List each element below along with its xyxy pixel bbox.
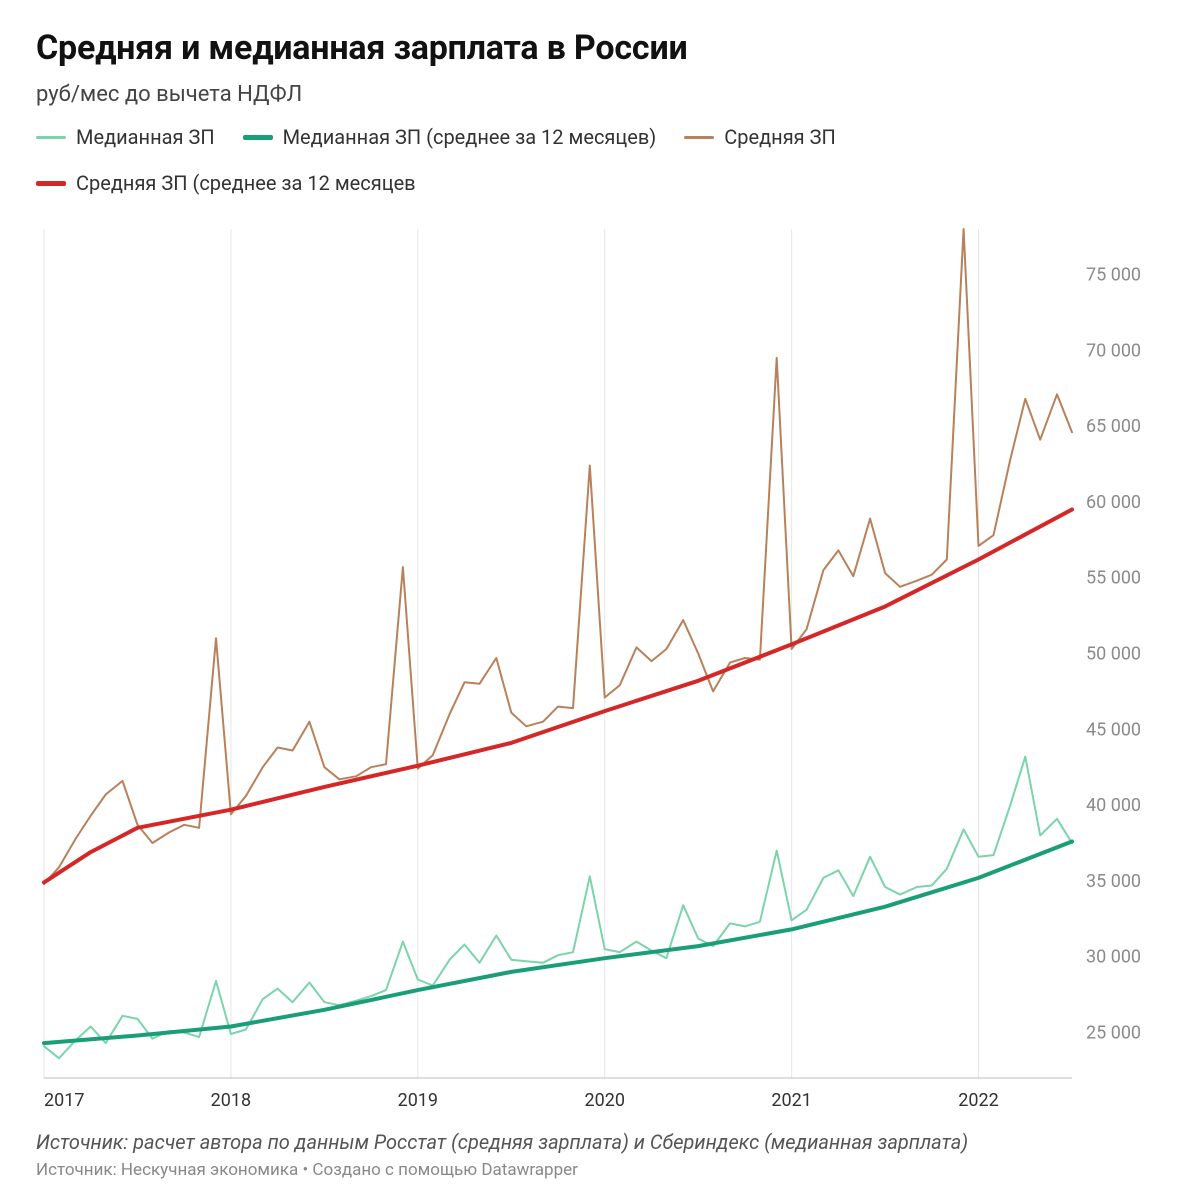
series-median bbox=[44, 757, 1072, 1059]
svg-text:2022: 2022 bbox=[958, 1090, 998, 1111]
series-mean bbox=[44, 229, 1072, 884]
series-mean_ma bbox=[44, 510, 1072, 883]
legend-label: Медианная ЗП (среднее за 12 месяцев) bbox=[283, 125, 657, 149]
legend-item-median-ma: Медианная ЗП (среднее за 12 месяцев) bbox=[243, 125, 657, 149]
svg-text:45 000: 45 000 bbox=[1086, 719, 1141, 740]
source-note: Источник: расчет автора по данным Росста… bbox=[36, 1130, 1164, 1154]
chart-subtitle: руб/мес до вычета НДФЛ bbox=[36, 82, 1164, 107]
legend-item-mean-ma: Средняя ЗП (среднее за 12 месяцев bbox=[36, 171, 416, 195]
svg-text:2017: 2017 bbox=[44, 1090, 84, 1111]
chart-title: Средняя и медианная зарплата в России bbox=[36, 28, 1164, 68]
line-chart-svg: 25 000 30 000 35 000 40 000 45 000 50 000 55 0… bbox=[36, 223, 1164, 1118]
legend-label: Средняя ЗП bbox=[724, 125, 836, 149]
svg-text:40 000: 40 000 bbox=[1086, 795, 1141, 816]
legend-label: Средняя ЗП (среднее за 12 месяцев bbox=[76, 171, 416, 195]
series-median_ma bbox=[44, 842, 1072, 1044]
legend-item-mean: Средняя ЗП bbox=[684, 125, 836, 149]
legend-swatch bbox=[36, 136, 66, 139]
svg-text:2019: 2019 bbox=[398, 1090, 438, 1111]
legend-swatch bbox=[36, 181, 66, 186]
svg-text:65 000: 65 000 bbox=[1086, 416, 1141, 437]
svg-text:55 000: 55 000 bbox=[1086, 568, 1141, 589]
svg-text:50 000: 50 000 bbox=[1086, 644, 1141, 665]
svg-text:70 000: 70 000 bbox=[1086, 340, 1141, 361]
svg-text:60 000: 60 000 bbox=[1086, 492, 1141, 513]
svg-text:2021: 2021 bbox=[771, 1090, 811, 1111]
svg-text:75 000: 75 000 bbox=[1086, 264, 1141, 285]
svg-text:2018: 2018 bbox=[211, 1090, 251, 1111]
legend-label: Медианная ЗП bbox=[76, 125, 215, 149]
svg-text:2020: 2020 bbox=[584, 1090, 624, 1111]
credit-line: Источник: Нескучная экономика • Создано … bbox=[36, 1160, 1164, 1180]
legend-swatch bbox=[243, 135, 273, 140]
chart-area: 25 000 30 000 35 000 40 000 45 000 50 000 55 0… bbox=[36, 223, 1164, 1118]
legend-swatch bbox=[684, 136, 714, 139]
svg-text:30 000: 30 000 bbox=[1086, 947, 1141, 968]
svg-text:35 000: 35 000 bbox=[1086, 871, 1141, 892]
legend: Медианная ЗП Медианная ЗП (среднее за 12… bbox=[36, 125, 1164, 195]
svg-text:25 000: 25 000 bbox=[1086, 1023, 1141, 1044]
legend-item-median: Медианная ЗП bbox=[36, 125, 215, 149]
